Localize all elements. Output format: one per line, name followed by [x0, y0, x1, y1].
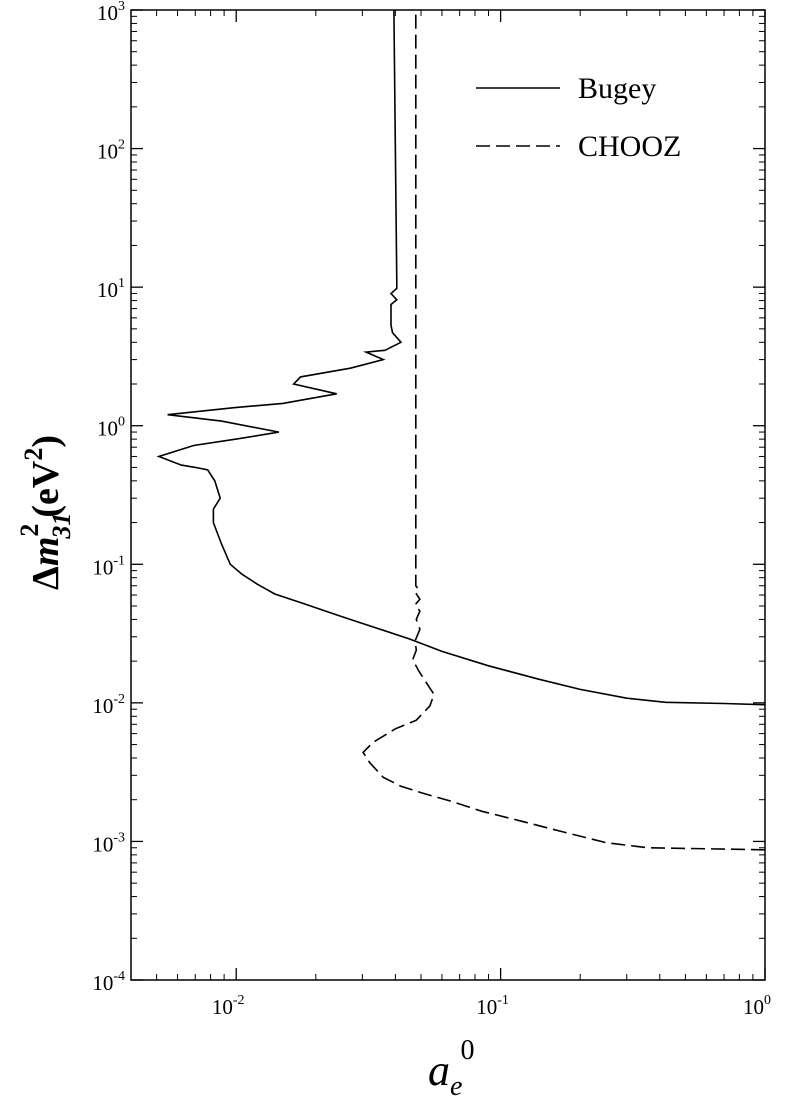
y-tick-base: 10	[97, 1, 118, 25]
y-tick-label: 100	[97, 415, 125, 441]
y-tick-exponent: -1	[113, 553, 125, 568]
x-tick-exponent: 0	[764, 993, 771, 1008]
x-axis-label-base: a	[428, 1046, 450, 1095]
y-axis-label-units-open: (eV	[25, 460, 67, 518]
y-tick-base: 10	[92, 555, 113, 579]
legend-label-chooz: CHOOZ	[578, 130, 681, 163]
y-tick-label: 10-2	[92, 692, 125, 718]
y-tick-label: 10-1	[92, 553, 125, 579]
x-tick-base: 10	[743, 995, 764, 1019]
y-axis-label-units-close: )	[25, 435, 67, 448]
y-axis-label-superscript: 2	[15, 524, 44, 537]
x-axis-label: ae 0	[428, 1035, 474, 1101]
y-tick-exponent: -2	[113, 692, 125, 707]
y-tick-exponent: -3	[113, 830, 125, 845]
y-tick-base: 10	[92, 832, 113, 856]
x-tick-exponent: -2	[233, 993, 245, 1008]
x-tick-label: 10-1	[476, 993, 509, 1019]
y-axis-label-units-sup: 2	[19, 448, 48, 461]
y-tick-base: 10	[97, 417, 118, 441]
legend-label-bugey: Bugey	[578, 72, 656, 105]
y-tick-label: 101	[97, 276, 125, 302]
y-axis-label-prefix: Δ	[25, 566, 67, 590]
y-tick-base: 10	[97, 278, 118, 302]
y-tick-label: 10-4	[92, 969, 125, 995]
y-axis-label-subscript: 31	[47, 513, 76, 540]
series-line-chooz	[362, 10, 765, 851]
y-tick-base: 10	[92, 971, 113, 995]
y-axis-label: Δm312(eV2)	[15, 435, 76, 590]
y-tick-exponent: 3	[118, 0, 125, 14]
y-tick-exponent: 0	[118, 415, 125, 430]
y-tick-label: 102	[97, 138, 125, 164]
series-line-bugey	[156, 10, 765, 706]
y-tick-base: 10	[92, 694, 113, 718]
y-tick-base: 10	[97, 140, 118, 164]
x-tick-base: 10	[212, 995, 233, 1019]
x-tick-base: 10	[476, 995, 497, 1019]
x-tick-label: 10-2	[212, 993, 245, 1019]
y-tick-exponent: 1	[118, 276, 125, 291]
x-tick-label: 100	[743, 993, 771, 1019]
legend: Bugey CHOOZ	[476, 72, 681, 163]
plot-frame	[130, 9, 766, 981]
y-tick-exponent: 2	[118, 138, 125, 153]
x-tick-exponent: -1	[497, 993, 509, 1008]
x-axis-label-superscript: 0	[460, 1035, 474, 1066]
y-axis-label-var: m	[25, 537, 67, 567]
y-tick-label: 10-3	[92, 830, 125, 856]
curves-layer	[156, 10, 765, 851]
y-tick-label: 103	[97, 0, 125, 25]
x-axis-label-subscript: e	[450, 1071, 462, 1101]
y-tick-exponent: -4	[113, 969, 125, 984]
